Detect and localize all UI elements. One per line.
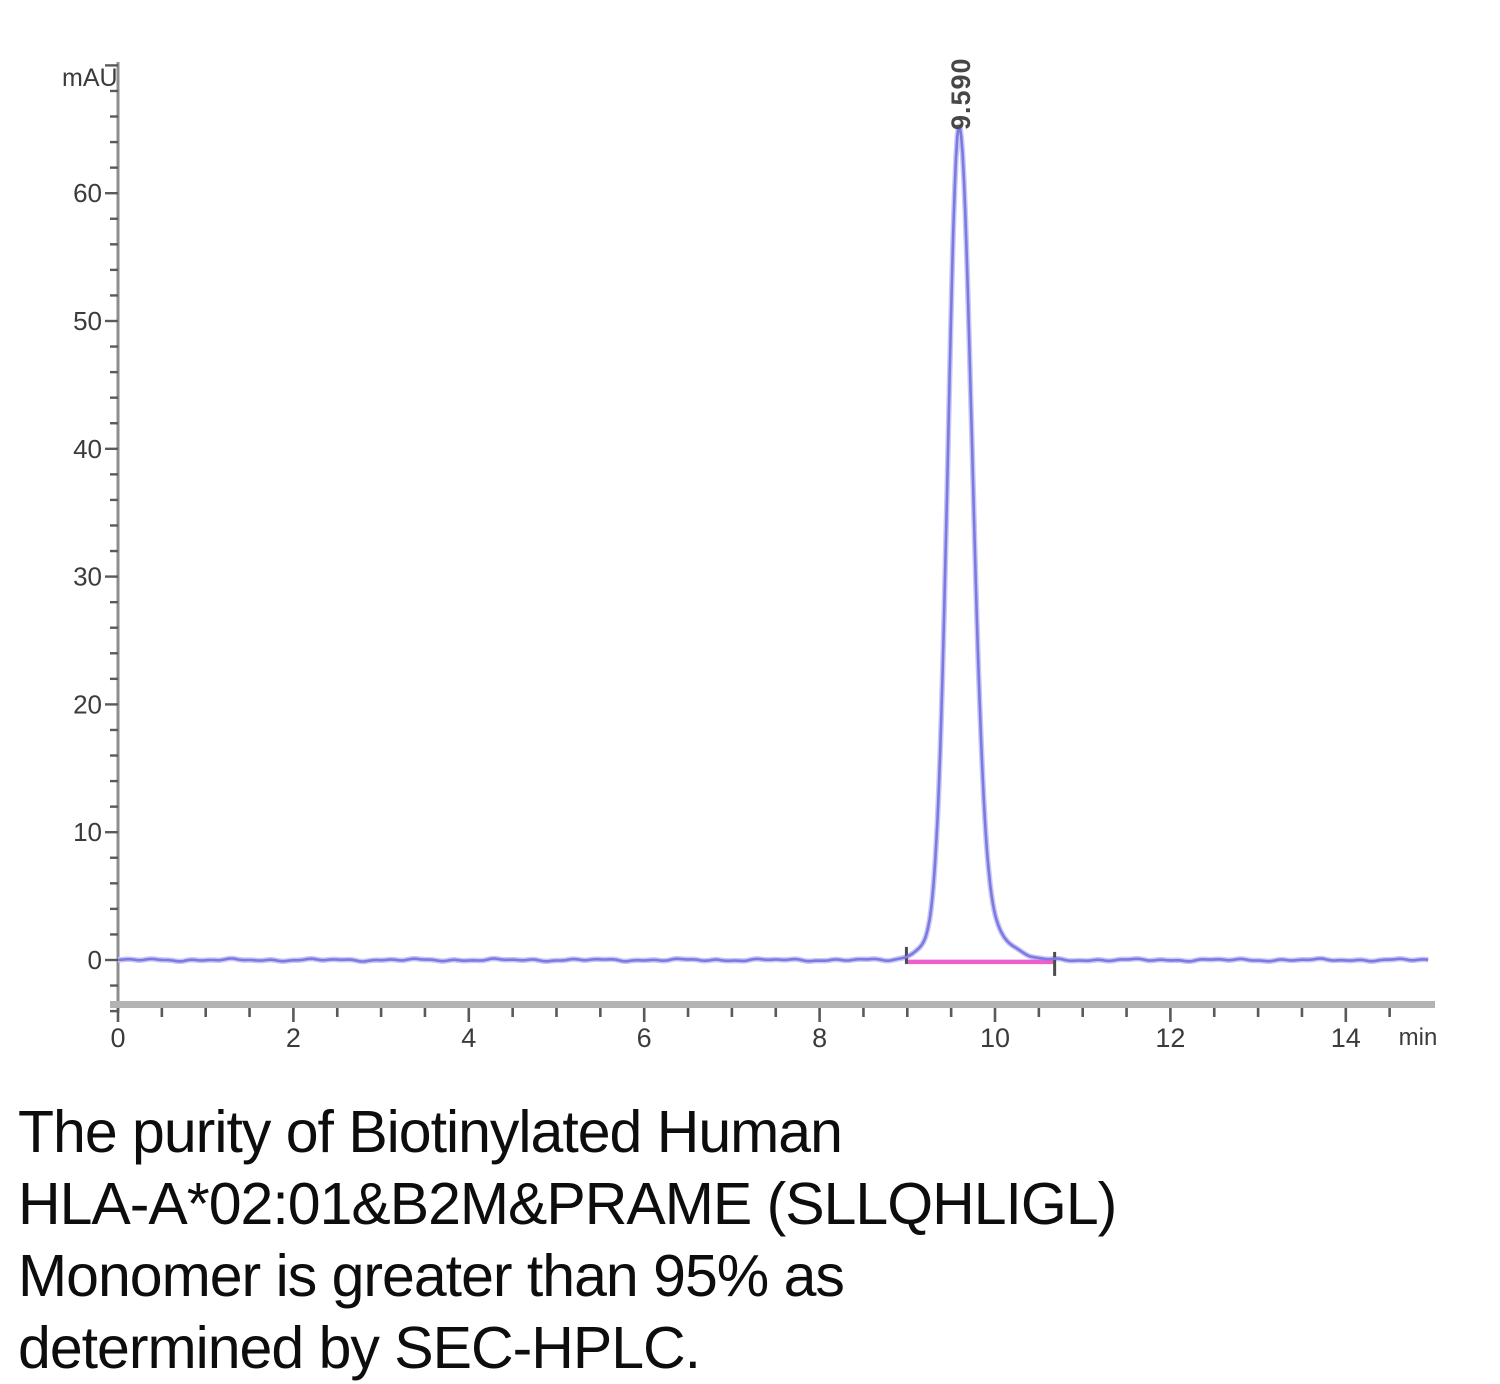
chromatogram-plot: 0 10 20 30 40 50 60 mAU 0 2 4 6 8 10 12 14 min 9.590 bbox=[62, 57, 1437, 1053]
x-tick-label: 4 bbox=[461, 1023, 476, 1053]
caption-line-3: Monomer is greater than 95% as bbox=[18, 1243, 845, 1309]
integration-baseline bbox=[904, 946, 1057, 976]
x-tick-label: 14 bbox=[1331, 1023, 1361, 1053]
x-tick-label: 8 bbox=[812, 1023, 827, 1053]
x-tick-label: 6 bbox=[637, 1023, 652, 1053]
y-tick-label: 50 bbox=[73, 306, 102, 336]
x-tick-label: 0 bbox=[110, 1023, 125, 1053]
caption-line-2: HLA-A*02:01&B2M&PRAME (SLLQHLIGL) bbox=[18, 1171, 1117, 1237]
y-tick-label: 10 bbox=[73, 817, 102, 847]
x-axis-unit-label: min bbox=[1399, 1024, 1438, 1051]
uv-trace-core bbox=[118, 125, 1429, 963]
caption-line-4: determined by SEC-HPLC. bbox=[18, 1315, 701, 1381]
y-tick-label: 30 bbox=[73, 562, 102, 592]
caption-line-1: The purity of Biotinylated Human bbox=[18, 1099, 843, 1165]
y-axis-unit-label: mAU bbox=[62, 64, 118, 92]
chromatogram-svg: 0 10 20 30 40 50 60 mAU 0 2 4 6 8 10 12 14 min 9.590 bbox=[62, 57, 1437, 1053]
uv-trace bbox=[116, 123, 1430, 965]
y-tick-label: 40 bbox=[73, 434, 102, 464]
x-tick-label: 2 bbox=[286, 1023, 301, 1053]
y-tick-label: 0 bbox=[88, 945, 102, 975]
y-tick-label: 60 bbox=[73, 178, 102, 208]
figure-caption: The purity of Biotinylated Human HLA-A*0… bbox=[18, 1096, 1478, 1384]
x-tick-label: 10 bbox=[980, 1023, 1010, 1053]
peak-retention-time-label: 9.590 bbox=[946, 57, 976, 130]
y-tick-label: 20 bbox=[73, 689, 102, 719]
y-axis: 0 10 20 30 40 50 60 mAU bbox=[62, 62, 120, 1013]
x-axis: 0 2 4 6 8 10 12 14 min bbox=[110, 1001, 1437, 1053]
peak-label: 9.590 bbox=[946, 57, 976, 130]
x-tick-label: 12 bbox=[1155, 1023, 1185, 1053]
